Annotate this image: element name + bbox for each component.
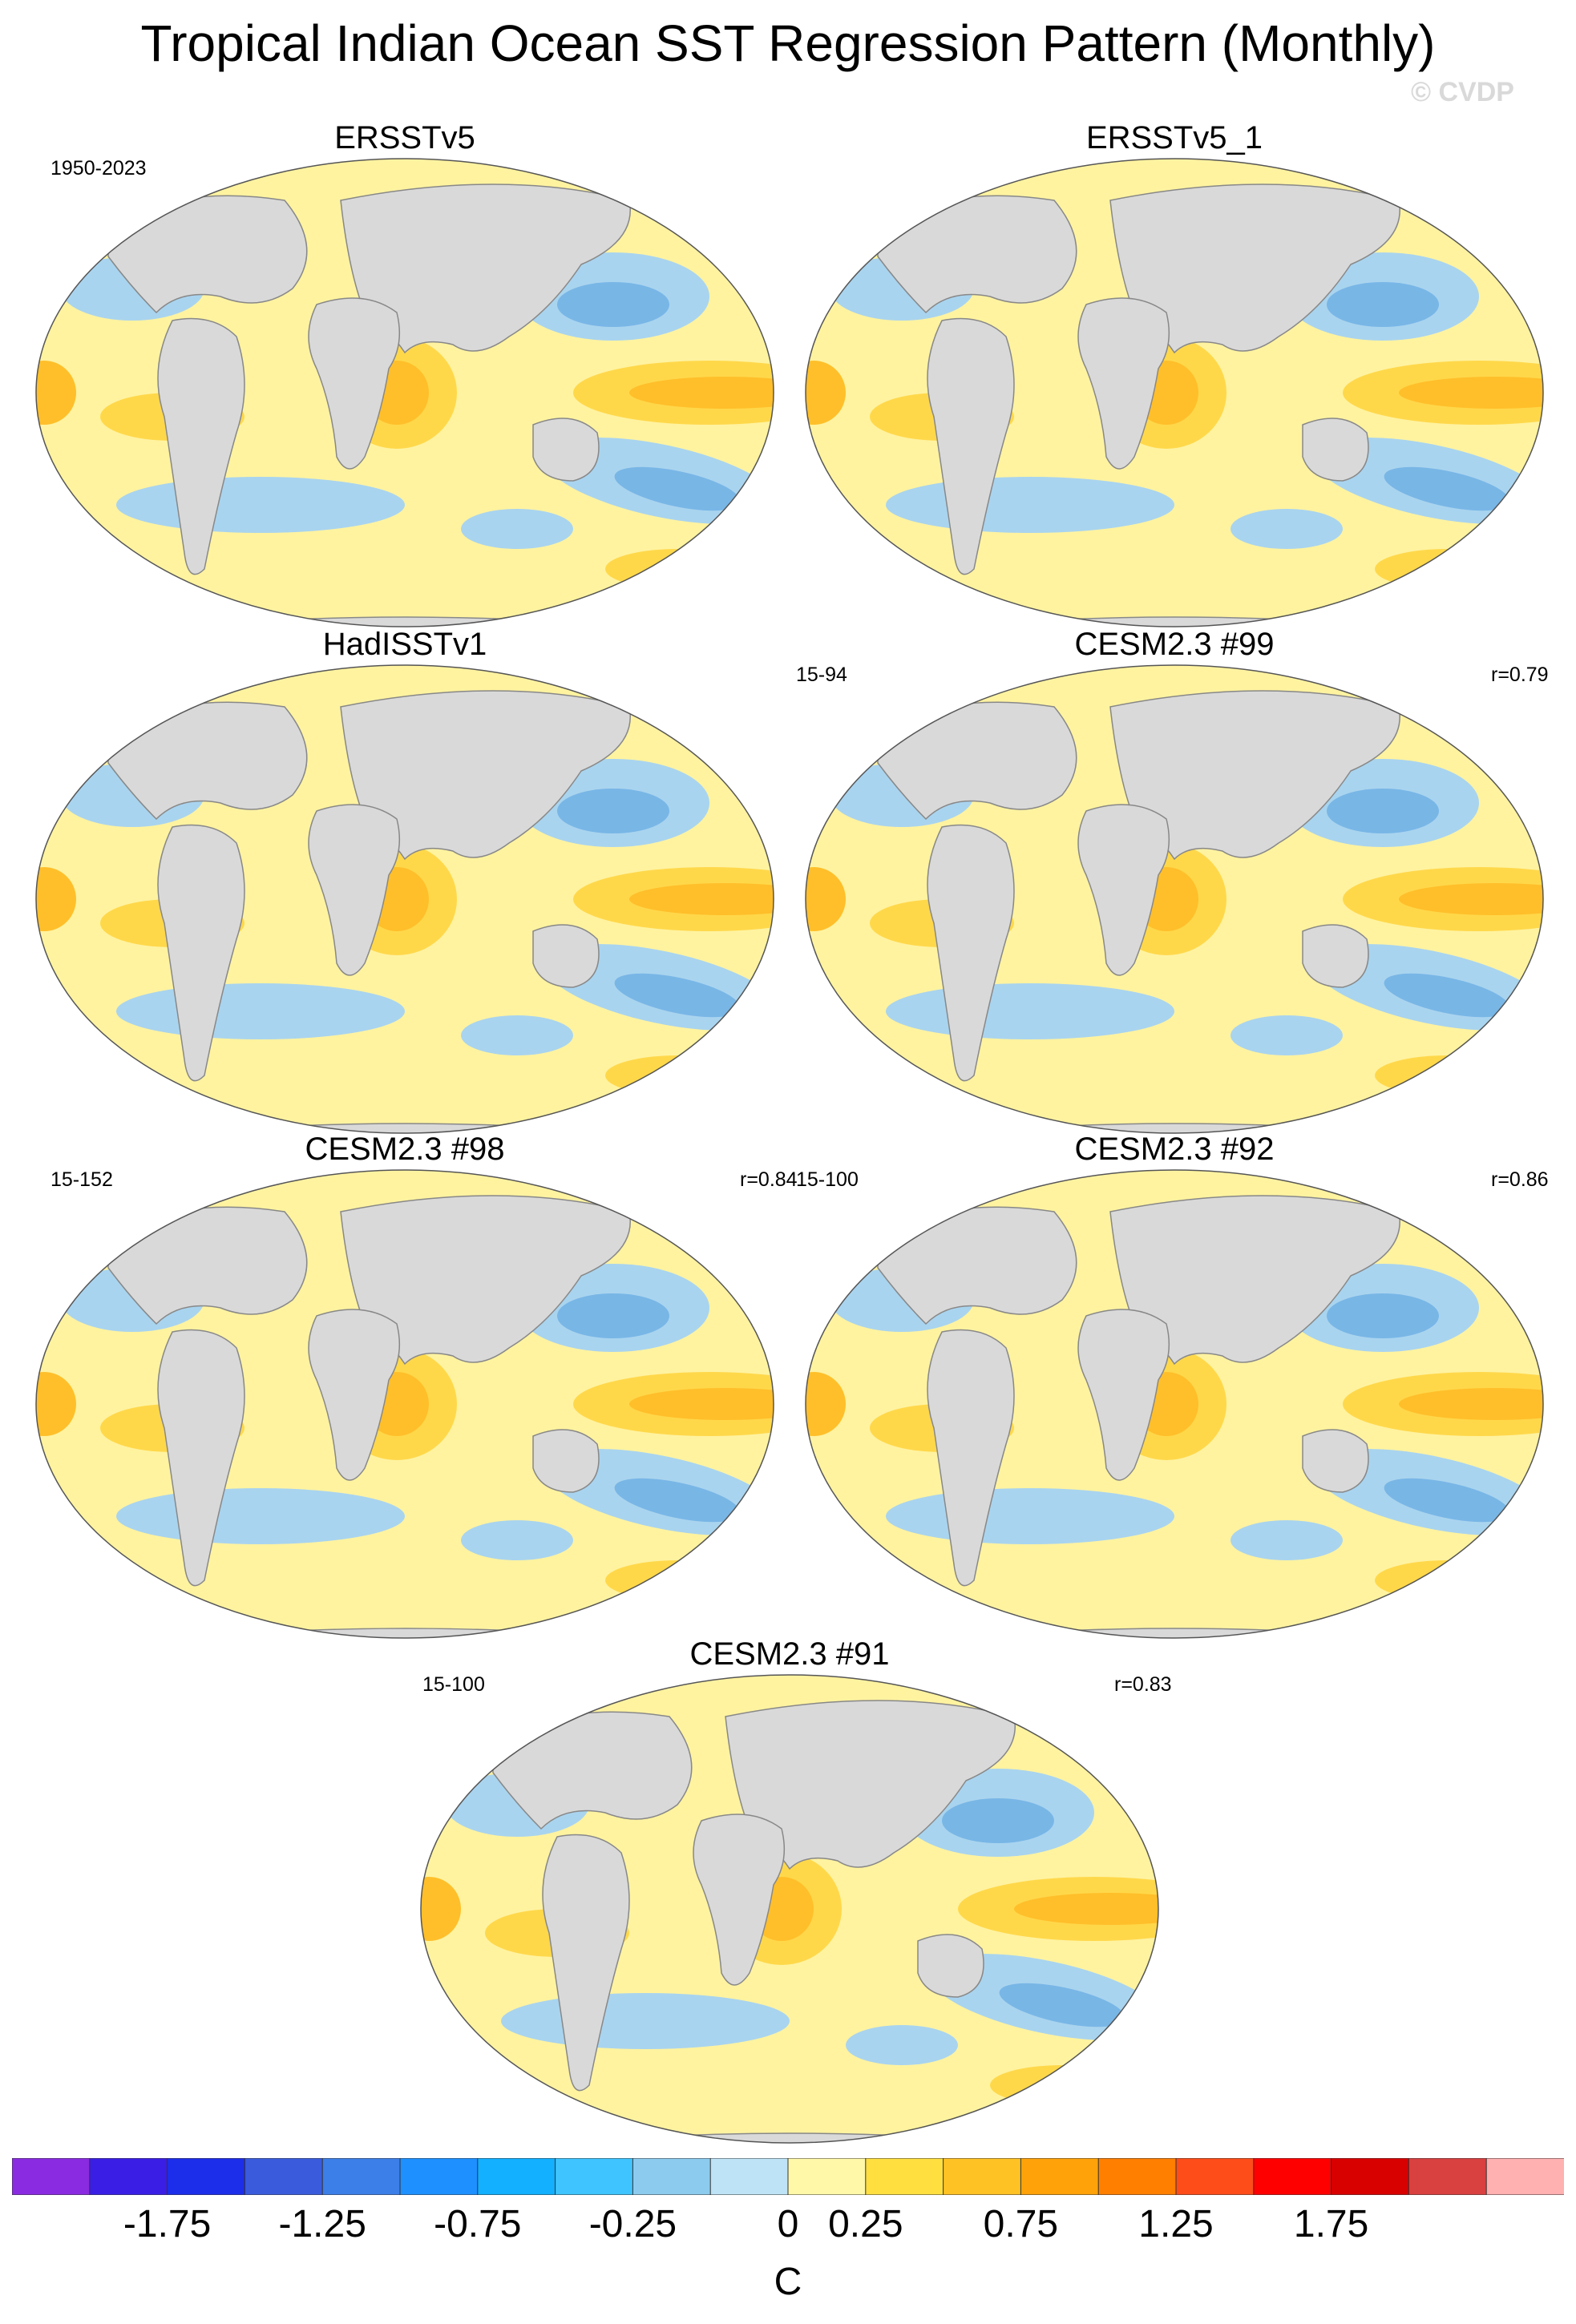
colorbar-swatch <box>1331 2158 1410 2195</box>
map-panel: CESM2.3 #99 15-94 r=0.79 <box>790 625 1559 1154</box>
panel-period: 15-100 <box>422 1673 485 1696</box>
colorbar-swatch <box>1408 2158 1488 2195</box>
colorbar-swatch <box>167 2158 246 2195</box>
colorbar-swatch <box>632 2158 712 2195</box>
colorbar-swatch <box>1097 2158 1177 2195</box>
colorbar-swatch <box>244 2158 324 2195</box>
world-map <box>420 1674 1159 2144</box>
colorbar-tick-label: 0.25 <box>828 2203 903 2245</box>
world-map <box>805 1169 1544 1639</box>
colorbar-tick-label: -1.25 <box>278 2203 366 2245</box>
colorbar-tick-label: 1.25 <box>1138 2203 1214 2245</box>
colorbar-tick-label: 0 <box>777 2203 799 2245</box>
panel-period: 15-100 <box>796 1168 859 1191</box>
panel-title: CESM2.3 #92 <box>1074 1132 1275 1167</box>
colorbar-swatch <box>399 2158 479 2195</box>
colorbar-tick-label: -0.75 <box>434 2203 522 2245</box>
map-panel: HadISSTv1 <box>20 625 790 1154</box>
colorbar-swatch <box>1175 2158 1255 2195</box>
panel-title: CESM2.3 #99 <box>1074 627 1275 662</box>
colorbar-swatch <box>1020 2158 1100 2195</box>
map-panel: CESM2.3 #92 15-100 r=0.86 <box>790 1130 1559 1659</box>
cvdp-watermark: © CVDP <box>1411 77 1514 107</box>
panel-title: ERSSTv5 <box>334 120 475 155</box>
panel-period: 15-94 <box>796 664 847 686</box>
colorbar-swatch <box>12 2158 91 2195</box>
panel-correlation: r=0.83 <box>1114 1673 1172 1696</box>
panel-correlation: r=0.86 <box>1491 1168 1549 1191</box>
colorbar-swatch <box>477 2158 556 2195</box>
figure-title: Tropical Indian Ocean SST Regression Pat… <box>140 14 1436 72</box>
world-map <box>805 664 1544 1134</box>
world-map <box>805 158 1544 627</box>
world-map <box>35 1169 774 1639</box>
colorbar <box>12 2158 1564 2195</box>
panel-correlation: r=0.79 <box>1491 664 1549 686</box>
colorbar-swatch <box>865 2158 944 2195</box>
colorbar-tick-label: -0.25 <box>588 2203 677 2245</box>
colorbar-swatch <box>787 2158 867 2195</box>
world-map <box>35 664 774 1134</box>
colorbar-swatch <box>321 2158 402 2195</box>
colorbar-swatch <box>555 2158 634 2195</box>
colorbar-unit: C <box>774 2261 802 2303</box>
map-panel: ERSSTv5_1 <box>790 119 1559 648</box>
colorbar-swatch <box>1485 2158 1564 2195</box>
colorbar-tick-label: 0.75 <box>983 2203 1059 2245</box>
colorbar-swatch <box>709 2158 790 2195</box>
colorbar-swatch <box>1253 2158 1332 2195</box>
panel-period: 1950-2023 <box>51 157 147 180</box>
map-panel: ERSSTv5 1950-2023 <box>20 119 790 648</box>
world-map <box>35 158 774 627</box>
map-panel: CESM2.3 #91 15-100 r=0.83 <box>405 1635 1174 2164</box>
panel-period: 15-152 <box>51 1168 113 1191</box>
colorbar-swatch <box>89 2158 168 2195</box>
colorbar-tick-label: 1.75 <box>1293 2203 1369 2245</box>
panel-title: CESM2.3 #91 <box>689 1636 890 1672</box>
colorbar-swatch <box>943 2158 1022 2195</box>
panel-title: CESM2.3 #98 <box>305 1132 505 1167</box>
panel-title: ERSSTv5_1 <box>1085 120 1263 155</box>
map-panel: CESM2.3 #98 15-152 r=0.84 <box>20 1130 798 1659</box>
panel-correlation: r=0.84 <box>740 1168 798 1191</box>
panel-title: HadISSTv1 <box>322 627 487 662</box>
colorbar-tick-label: -1.75 <box>123 2203 212 2245</box>
